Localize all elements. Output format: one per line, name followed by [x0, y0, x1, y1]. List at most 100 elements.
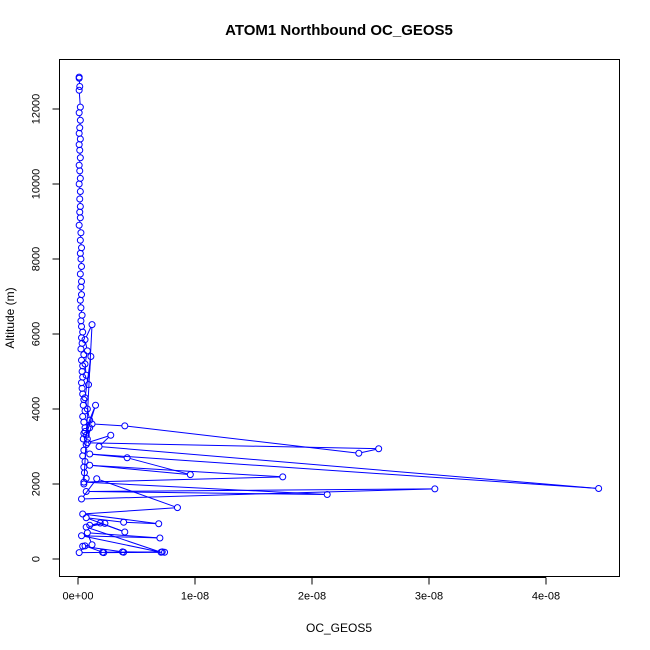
data-point: [78, 263, 86, 270]
data-point: [79, 452, 87, 460]
series-segment: [85, 342, 88, 348]
x-axis-label: OC_GEOS5: [306, 621, 372, 635]
data-point: [76, 296, 84, 304]
series-segment: [92, 464, 280, 478]
data-point: [76, 249, 84, 257]
data-point: [92, 401, 100, 409]
data-point: [88, 321, 96, 329]
data-point: [81, 360, 89, 368]
data-point: [75, 141, 83, 149]
data-point: [78, 532, 86, 540]
data-point: [121, 422, 129, 430]
data-point: [78, 311, 86, 319]
series-segment: [103, 523, 122, 532]
series-segment: [84, 488, 432, 500]
data-point: [77, 283, 85, 291]
data-point: [75, 129, 83, 137]
x-tick-label: 1e-08: [181, 591, 209, 603]
data-point: [156, 534, 164, 542]
data-point: [78, 356, 86, 364]
data-point: [86, 424, 94, 432]
data-point: [77, 229, 85, 237]
data-point: [120, 548, 128, 556]
data-point: [77, 345, 85, 353]
data-point: [323, 491, 331, 498]
data-point: [86, 521, 94, 529]
data-point: [75, 86, 83, 94]
series-segment: [87, 412, 90, 418]
series-segment: [85, 327, 92, 337]
data-point: [93, 475, 101, 483]
data-point: [77, 317, 85, 325]
x-tick-label: 3e-08: [415, 591, 443, 603]
data-point: [77, 255, 85, 263]
series-segment: [84, 535, 157, 539]
series-segment: [85, 513, 156, 524]
data-point: [75, 161, 83, 169]
data-point: [79, 542, 87, 550]
data-point: [85, 381, 93, 389]
series-segment: [78, 93, 81, 104]
data-point: [78, 384, 86, 392]
data-point: [173, 504, 181, 512]
y-tick-label: 4000: [31, 397, 43, 421]
series-segment: [87, 546, 101, 553]
series-segment: [130, 458, 188, 475]
data-point: [77, 304, 85, 312]
series-segment: [88, 535, 92, 542]
series-layer: [75, 73, 603, 557]
data-point: [121, 528, 129, 536]
data-point: [78, 379, 86, 387]
series-segment: [127, 425, 356, 454]
data-point: [101, 519, 109, 527]
data-point: [80, 478, 88, 486]
y-axis-label: Altitude (m): [3, 287, 17, 348]
data-point: [81, 336, 89, 344]
data-point: [80, 418, 88, 426]
series-segment: [102, 446, 596, 489]
series-segment: [84, 535, 159, 553]
data-point: [99, 548, 107, 556]
series-segment: [92, 453, 125, 458]
data-point: [79, 413, 87, 420]
series-segment: [89, 488, 432, 492]
data-point: [76, 174, 84, 182]
x-tick-label: 0e+00: [63, 591, 94, 603]
series-segment: [90, 532, 157, 539]
data-point: [78, 291, 86, 299]
series-segment: [101, 437, 109, 445]
data-point: [120, 518, 128, 526]
y-tick-label: 6000: [31, 322, 43, 346]
data-point: [76, 270, 84, 278]
data-point: [161, 548, 169, 556]
series-segment: [90, 442, 376, 450]
data-point: [431, 485, 439, 493]
data-point: [79, 328, 87, 336]
data-point: [595, 485, 603, 492]
data-point: [82, 488, 90, 495]
x-tick-label: 2e-08: [298, 591, 326, 603]
chart-title: ATOM1 Northbound OC_GEOS5: [225, 22, 453, 39]
data-point: [78, 334, 86, 342]
data-point: [83, 439, 91, 447]
data-point: [80, 480, 88, 488]
data-point: [76, 124, 84, 132]
data-point: [87, 353, 95, 360]
data-point: [86, 416, 94, 424]
data-point: [81, 394, 89, 402]
data-point: [83, 435, 91, 443]
data-point: [75, 221, 83, 229]
data-point: [95, 443, 103, 450]
plot-frame: [59, 59, 620, 577]
data-point: [75, 549, 83, 557]
data-point: [82, 371, 90, 379]
y-tick-label: 0: [31, 556, 43, 562]
data-point: [279, 473, 287, 481]
data-point: [155, 520, 163, 528]
y-axis: 0 2000 4000 6000 8000 10000 12000: [31, 94, 60, 562]
series-segment: [89, 527, 159, 552]
data-point: [78, 323, 86, 330]
data-point: [86, 450, 94, 458]
data-point: [83, 529, 91, 537]
series-segment: [361, 448, 376, 454]
